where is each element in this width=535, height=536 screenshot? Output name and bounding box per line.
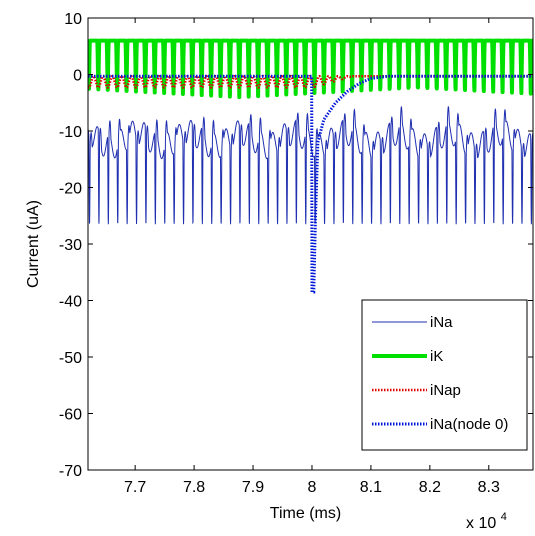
y-tick-label: 0 <box>73 68 82 85</box>
x-tick-label: 8.3 <box>478 479 500 496</box>
y-axis-label: Current (uA) <box>25 200 42 288</box>
y-tick-label: -50 <box>59 350 82 367</box>
y-tick-label: -40 <box>59 294 82 311</box>
x-tick-label: 8.1 <box>360 479 382 496</box>
series-line-iNa-node0 <box>88 74 533 294</box>
plot-area <box>88 38 533 294</box>
y-tick-label: -60 <box>59 407 82 424</box>
y-tick-label: -20 <box>59 181 82 198</box>
tick-labels: 7.7 7.8 7.9 8 8.1 8.2 8.3 10 0 -10 -20 -30 -40 -50 -60… <box>59 11 500 496</box>
x-axis-multiplier-base: x 10 <box>466 515 496 532</box>
y-tick-label: -30 <box>59 237 82 254</box>
x-axis-multiplier: x 10 4 <box>466 511 507 532</box>
x-tick-label: 8 <box>308 479 317 496</box>
series-line-iK <box>88 38 533 100</box>
legend-label: iNap <box>430 382 461 399</box>
legend-label: iNa <box>430 314 453 331</box>
y-tick-label: -70 <box>59 463 82 480</box>
x-tick-label: 7.8 <box>183 479 205 496</box>
y-tick-label: 10 <box>64 11 82 28</box>
x-tick-label: 7.9 <box>242 479 264 496</box>
legend-box <box>361 299 528 451</box>
x-axis-label: Time (ms) <box>270 505 341 522</box>
legend: iNa iK iNap iNa(node 0) <box>361 299 528 451</box>
x-tick-label: 7.7 <box>124 479 146 496</box>
legend-label: iNa(node 0) <box>430 416 508 433</box>
tick-marks <box>88 17 533 471</box>
x-axis-multiplier-exponent: 4 <box>501 511 507 523</box>
legend-label: iK <box>430 348 443 365</box>
x-tick-label: 8.2 <box>419 479 441 496</box>
y-tick-label: -10 <box>59 124 82 141</box>
